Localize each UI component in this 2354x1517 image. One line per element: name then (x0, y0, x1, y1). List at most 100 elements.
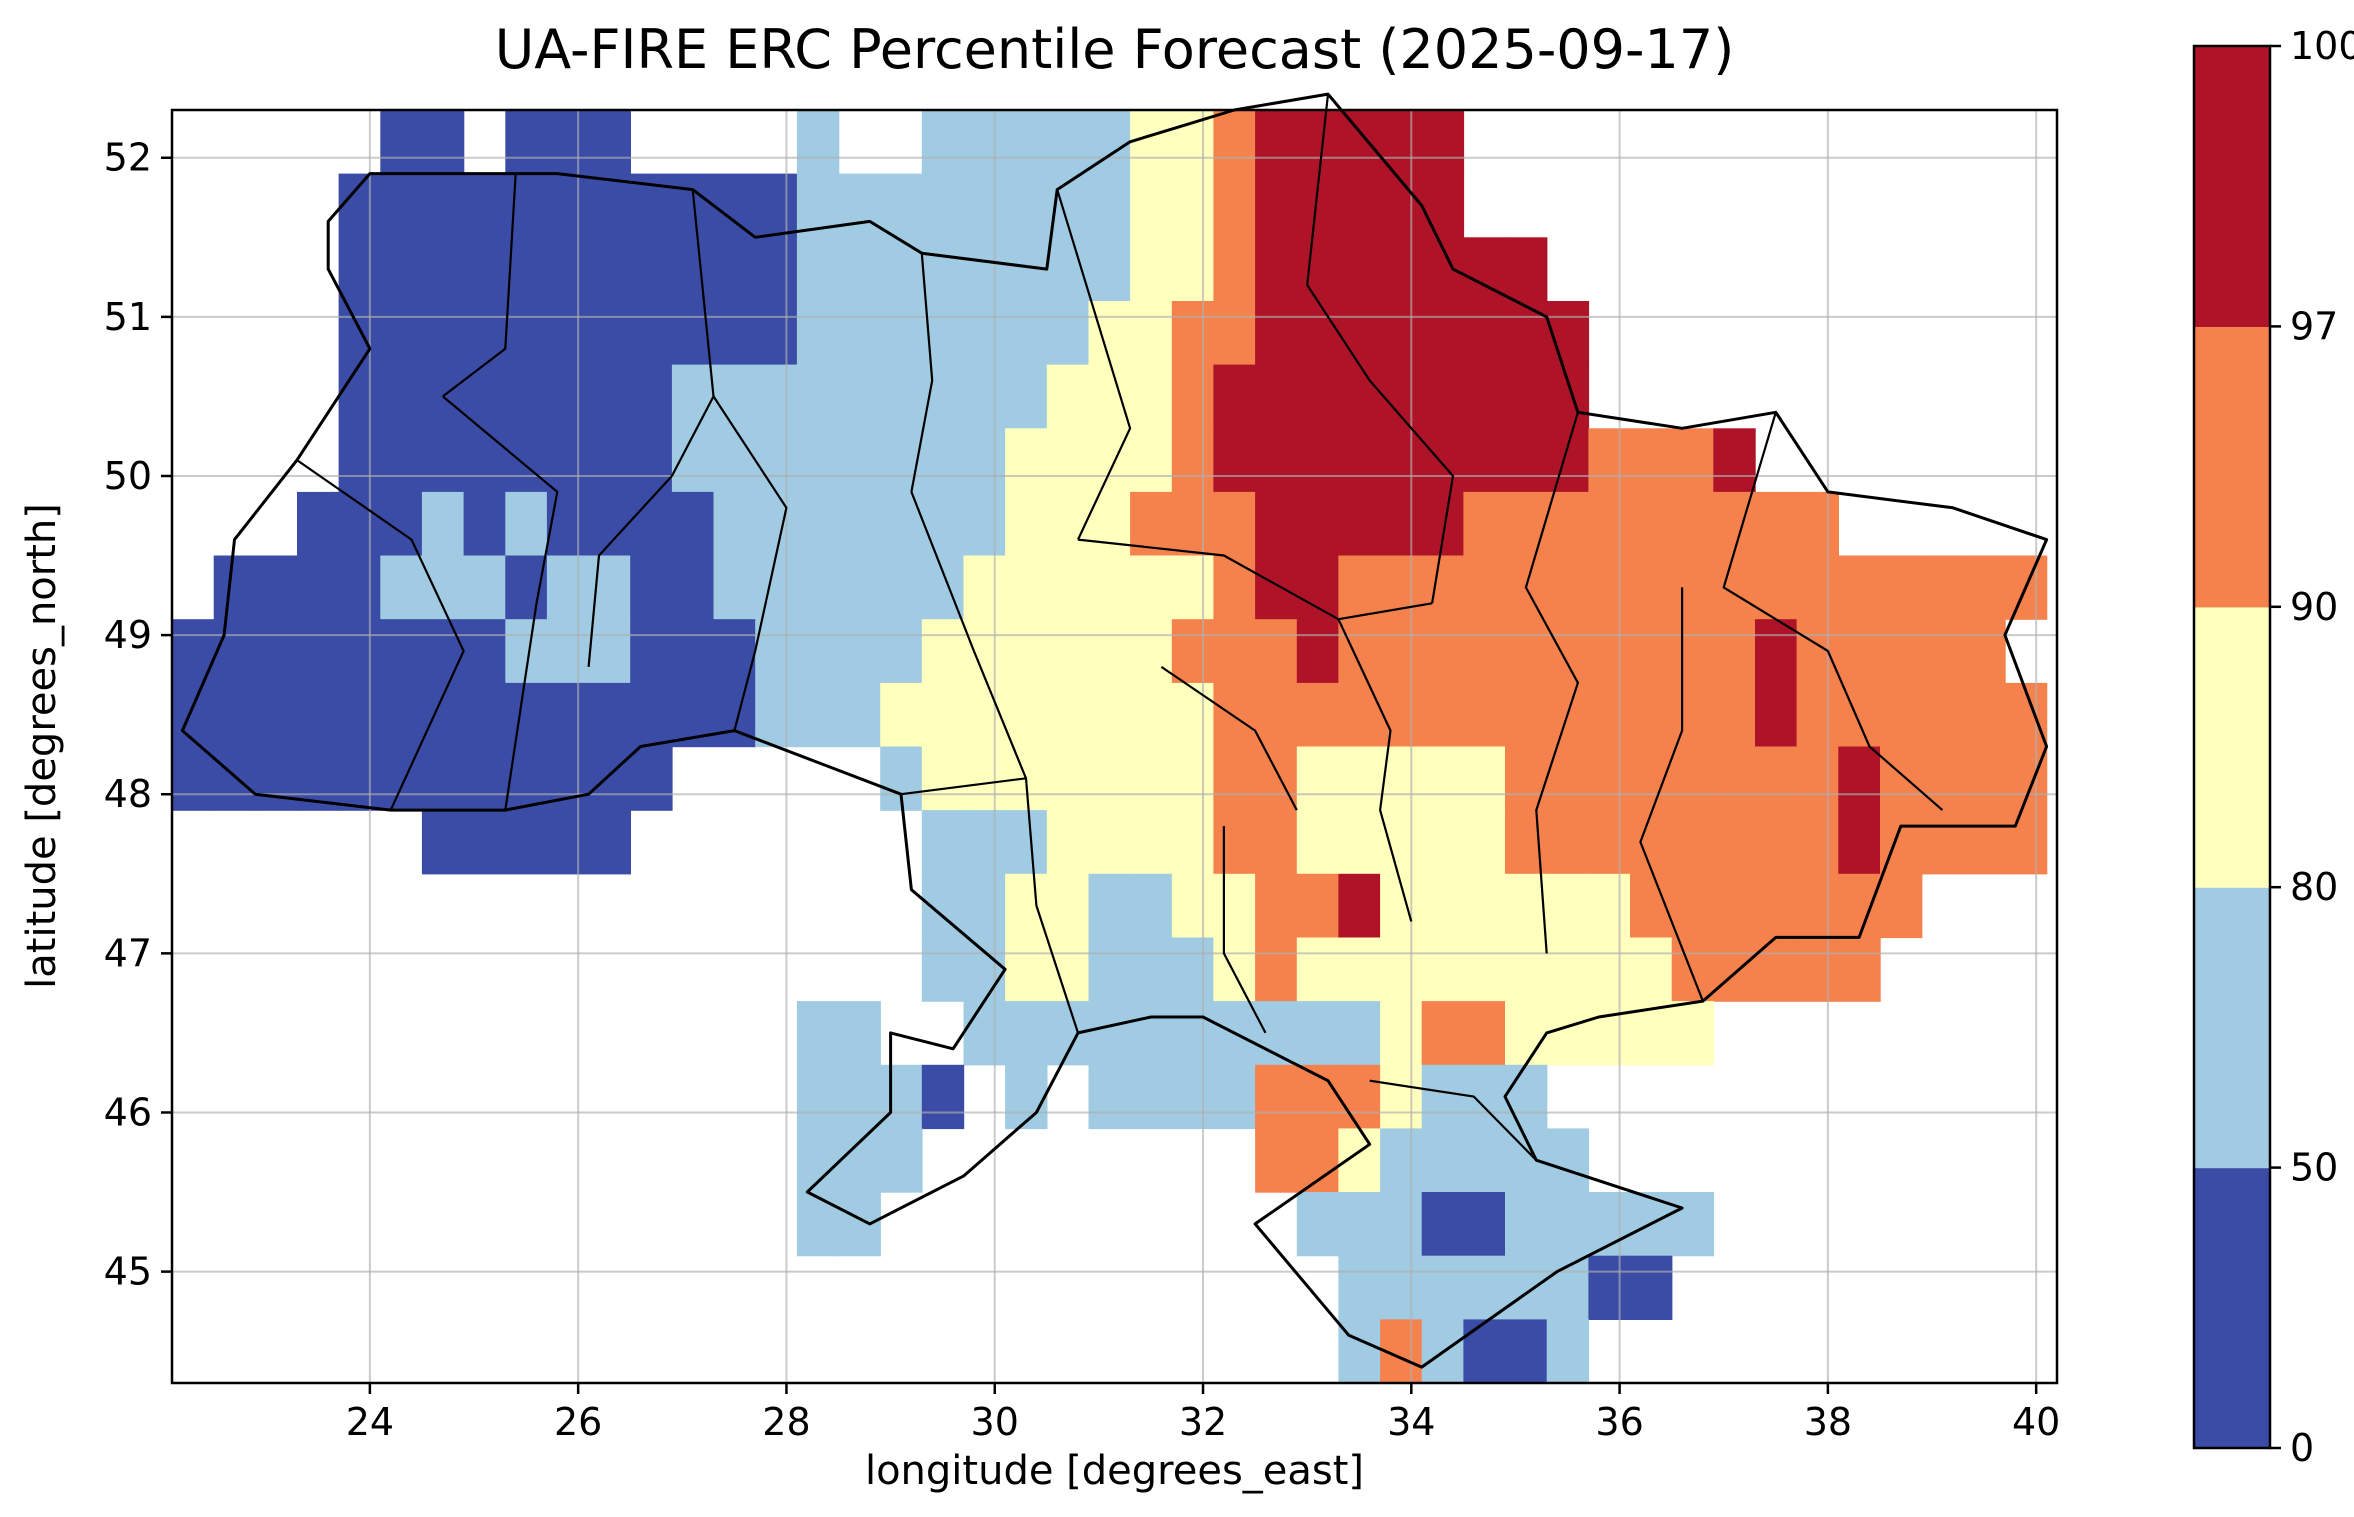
oblast-border (900, 777, 1027, 796)
grid-cell (921, 937, 965, 1002)
grid-cell (338, 619, 381, 684)
grid-cell (796, 682, 840, 748)
grid-cell (713, 428, 756, 493)
grid-cell (1713, 555, 1756, 620)
grid-cell (1463, 810, 1506, 875)
grid-cell (546, 619, 590, 684)
grid-cell (1296, 746, 1340, 811)
grid-cell (1005, 491, 1048, 557)
grid-cell (1171, 491, 1215, 557)
grid-cell (1463, 1001, 1506, 1066)
grid-cell (630, 746, 673, 811)
y-tick-label: 45 (104, 1250, 152, 1294)
grid-cell (1588, 619, 1631, 684)
grid-cell (1005, 301, 1048, 366)
grid-cell (1546, 619, 1590, 684)
grid-cell (963, 237, 1006, 302)
grid-cell (1421, 682, 1465, 748)
grid-cell (1630, 619, 1673, 684)
grid-cell (546, 555, 590, 620)
grid-cell (1338, 491, 1381, 557)
grid-cell (1796, 682, 1839, 748)
grid-cell (1421, 428, 1465, 493)
grid-cell (505, 555, 548, 620)
grid-cell (1005, 428, 1048, 493)
grid-cell (1130, 619, 1173, 684)
grid-cell (963, 746, 1006, 811)
grid-cell (1713, 937, 1756, 1002)
grid-cell (1505, 1319, 1548, 1384)
grid-cell (1130, 110, 1173, 175)
grid-cell (1505, 873, 1548, 939)
grid-cell (380, 619, 423, 684)
grid-cell (1046, 873, 1090, 939)
grid-cell (1005, 937, 1048, 1002)
grid-cell (630, 491, 673, 557)
grid-cell (1088, 364, 1131, 429)
grid-cell (588, 428, 631, 493)
grid-cell (546, 364, 590, 429)
grid-cell (1671, 491, 1715, 557)
grid-cell (880, 428, 923, 493)
grid-cell (1546, 1128, 1590, 1193)
grid-cell (1588, 937, 1631, 1002)
grid-cell (1338, 1064, 1381, 1130)
y-tick-label: 50 (104, 454, 152, 498)
grid-cell (963, 364, 1006, 429)
grid-cell (796, 619, 840, 684)
grid-cell (1796, 491, 1839, 557)
grid-cell (755, 682, 798, 748)
grid-cell (838, 619, 881, 684)
grid-cell (921, 619, 965, 684)
grid-cell (1213, 237, 1256, 302)
grid-cell (421, 110, 465, 175)
grid-cell (1296, 937, 1340, 1002)
grid-cell (1921, 682, 1964, 748)
grid-cell (588, 491, 631, 557)
grid-cell (1630, 428, 1673, 493)
grid-cell (1421, 1192, 1465, 1257)
grid-cell (838, 1001, 881, 1066)
oblast-border (587, 475, 673, 668)
grid-cell (213, 746, 257, 811)
grid-cell (963, 301, 1006, 366)
grid-cell (588, 746, 631, 811)
grid-cell (1130, 301, 1173, 366)
grid-cell (380, 428, 423, 493)
grid-cell (1088, 682, 1131, 748)
grid-cell (505, 110, 548, 175)
grid-cell (421, 746, 465, 811)
grid-cell (1505, 619, 1548, 684)
grid-cell (1296, 237, 1340, 302)
grid-cell (1921, 746, 1964, 811)
grid-cell (463, 428, 506, 493)
grid-cell (880, 1064, 923, 1130)
grid-cell (1005, 173, 1048, 238)
grid-cell (1588, 1255, 1631, 1320)
grid-cell (1088, 1064, 1131, 1130)
grid-cell (1963, 619, 2006, 684)
grid-cell (1005, 1064, 1048, 1130)
grid-cell (463, 173, 506, 238)
grid-cell (1880, 682, 1923, 748)
grid-cell (1505, 746, 1548, 811)
x-tick-label: 38 (1804, 1400, 1852, 1444)
grid-cell (1755, 619, 1798, 684)
grid-cell (838, 428, 881, 493)
oblast-border (1306, 93, 1455, 604)
grid-cell (796, 1192, 840, 1257)
grid-cell (838, 173, 881, 238)
colorbar-segment (2194, 887, 2270, 1169)
grid-cell (1171, 110, 1215, 175)
grid-cell (1588, 555, 1631, 620)
grid-cell (588, 173, 631, 238)
grid-cell (1588, 1001, 1631, 1066)
grid-cell (1213, 491, 1256, 557)
grid-cell (1046, 619, 1090, 684)
grid-cell (1546, 491, 1590, 557)
oblast-border (1337, 618, 1413, 922)
grid-cell (1463, 555, 1506, 620)
grid-cell (1421, 364, 1465, 429)
grid-cell (1755, 937, 1798, 1002)
grid-cell (1963, 746, 2006, 811)
